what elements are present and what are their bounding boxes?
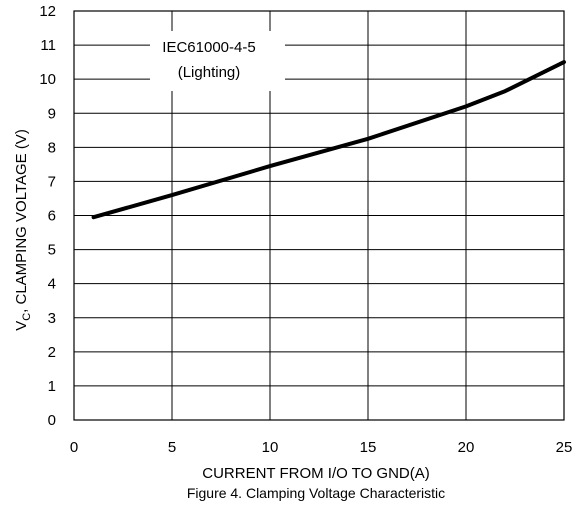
y-axis-title: VC, CLAMPING VOLTAGE (V) <box>13 129 33 331</box>
y-tick-label: 4 <box>48 276 56 293</box>
x-tick-label: 10 <box>262 439 279 456</box>
annotation-box: IEC61000-4-5 (Lighting) <box>150 31 285 91</box>
x-tick-label: 15 <box>360 439 377 456</box>
annotation-standard: IEC61000-4-5 <box>162 39 255 56</box>
x-tick-label: 5 <box>168 439 176 456</box>
y-tick-label: 0 <box>48 412 56 429</box>
y-tick-label: 8 <box>48 139 56 156</box>
series-group <box>91 60 566 220</box>
y-tick-label: 7 <box>48 173 56 190</box>
y-axis-title-subscript: C <box>21 313 33 321</box>
y-axis-title-rest: , CLAMPING VOLTAGE (V) <box>13 129 30 313</box>
y-tick-label: 9 <box>48 105 56 122</box>
series-line-clamping-voltage <box>91 60 566 220</box>
grid-lines <box>74 11 564 420</box>
y-tick-label: 11 <box>40 37 56 54</box>
annotation-background <box>150 31 285 91</box>
x-tick-label: 20 <box>458 439 475 456</box>
y-tick-label: 6 <box>48 208 56 225</box>
x-axis-tick-labels: 0 5 10 15 20 25 <box>70 439 573 456</box>
y-tick-label: 10 <box>39 71 56 88</box>
y-tick-label: 12 <box>39 3 56 20</box>
plot-area-border <box>73 10 565 421</box>
x-axis-title: CURRENT FROM I/O TO GND(A) <box>202 465 430 482</box>
annotation-condition: (Lighting) <box>178 64 241 81</box>
y-tick-label: 1 <box>48 378 56 395</box>
figure-caption: Figure 4. Clamping Voltage Characteristi… <box>187 485 445 501</box>
y-tick-label: 3 <box>48 310 56 327</box>
y-tick-label: 2 <box>48 344 56 361</box>
y-tick-label: 5 <box>48 242 56 259</box>
x-tick-label: 0 <box>70 439 78 456</box>
y-axis-title-main: V <box>13 321 30 331</box>
x-tick-label: 25 <box>556 439 573 456</box>
